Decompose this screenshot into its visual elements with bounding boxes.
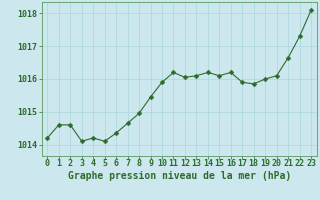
X-axis label: Graphe pression niveau de la mer (hPa): Graphe pression niveau de la mer (hPa) (68, 171, 291, 181)
